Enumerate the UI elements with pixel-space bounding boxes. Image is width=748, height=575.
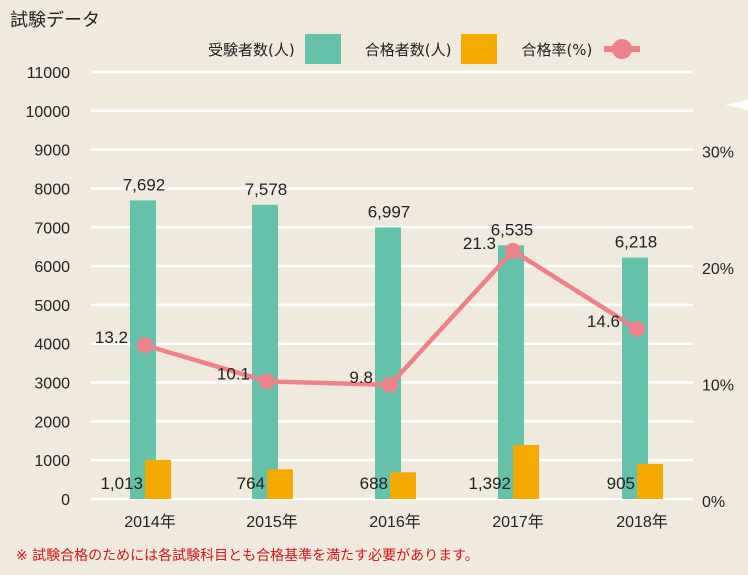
x-axis-tick: 2018年 (616, 513, 668, 531)
bar-applicants (622, 257, 648, 499)
point-pass-rate (505, 242, 521, 259)
data-label-applicants: 6,997 (368, 202, 411, 221)
left-axis-tick: 0 (61, 492, 70, 509)
data-label-passers: 905 (607, 474, 635, 493)
data-label-pass-rate: 14.6 (587, 312, 620, 331)
data-label-pass-rate: 9.8 (349, 368, 373, 387)
legend-swatch (461, 34, 498, 64)
left-axis-tick: 3000 (34, 376, 70, 393)
data-label-passers: 688 (360, 474, 388, 493)
data-label-applicants: 7,692 (123, 175, 166, 194)
left-axis-tick: 7000 (34, 220, 70, 237)
data-label-pass-rate: 13.2 (95, 328, 128, 347)
scroll-marker-icon (725, 100, 748, 110)
left-axis-tick: 11000 (27, 65, 70, 82)
data-label-passers: 764 (237, 474, 265, 493)
legend-item-applicants: 受験者数(人) (208, 34, 341, 64)
right-axis-tick: 30% (702, 145, 734, 162)
right-axis-tick: 10% (702, 378, 734, 395)
x-axis-tick: 2015年 (246, 513, 298, 531)
left-axis-tick: 9000 (34, 143, 70, 160)
legend-item-passers: 合格者数(人) (365, 34, 498, 64)
point-pass-rate (259, 373, 275, 390)
data-label-applicants: 6,535 (491, 220, 534, 239)
bar-applicants (252, 204, 278, 499)
legend: 受験者数(人) 合格者数(人) 合格率(%) (208, 34, 666, 64)
right-axis-tick: 0% (702, 494, 725, 511)
data-label-pass-rate: 21.3 (463, 234, 496, 253)
point-pass-rate (382, 376, 398, 393)
bar-passers (145, 459, 171, 499)
bar-passers (267, 469, 293, 499)
chart-title: 試験データ (10, 10, 100, 31)
left-axis-tick: 2000 (34, 414, 70, 431)
bar-passers (390, 472, 416, 499)
x-axis-tick: 2017年 (492, 513, 544, 531)
bar-passers (637, 463, 663, 499)
bar-applicants (375, 227, 401, 500)
data-label-applicants: 7,578 (245, 180, 288, 199)
data-label-applicants: 6,218 (615, 233, 658, 252)
point-pass-rate (137, 337, 153, 354)
footnote: ※ 試験合格のためには各試験科目とも合格基準を満たす必要があります。 (16, 548, 479, 564)
right-axis-tick: 20% (702, 261, 734, 278)
bar-passers (513, 444, 539, 499)
point-pass-rate (629, 320, 645, 337)
data-label-pass-rate: 10.1 (217, 364, 250, 383)
left-axis-tick: 8000 (34, 181, 70, 198)
data-label-passers: 1,013 (100, 474, 143, 493)
legend-item-pass-rate: 合格率(%) (521, 37, 642, 61)
plot-area: 0 1000 2000 3000 4000 5000 6000 7000 8000 9000 100… (26, 65, 748, 531)
legend-label: 合格者数(人) (364, 40, 452, 59)
legend-label: 受験者数(人) (208, 40, 295, 59)
legend-line-marker (604, 39, 641, 59)
legend-label: 合格率(%) (521, 40, 593, 59)
x-axis-tick: 2014年 (124, 513, 176, 531)
left-axis-tick: 6000 (34, 259, 70, 276)
left-axis-tick: 1000 (34, 453, 70, 470)
legend-swatch (304, 34, 341, 64)
x-axis-tick: 2016年 (369, 513, 421, 531)
left-axis-tick: 4000 (34, 337, 70, 354)
left-axis-tick: 5000 (34, 298, 70, 315)
data-label-passers: 1,392 (468, 474, 511, 493)
left-axis-tick: 10000 (26, 104, 71, 121)
